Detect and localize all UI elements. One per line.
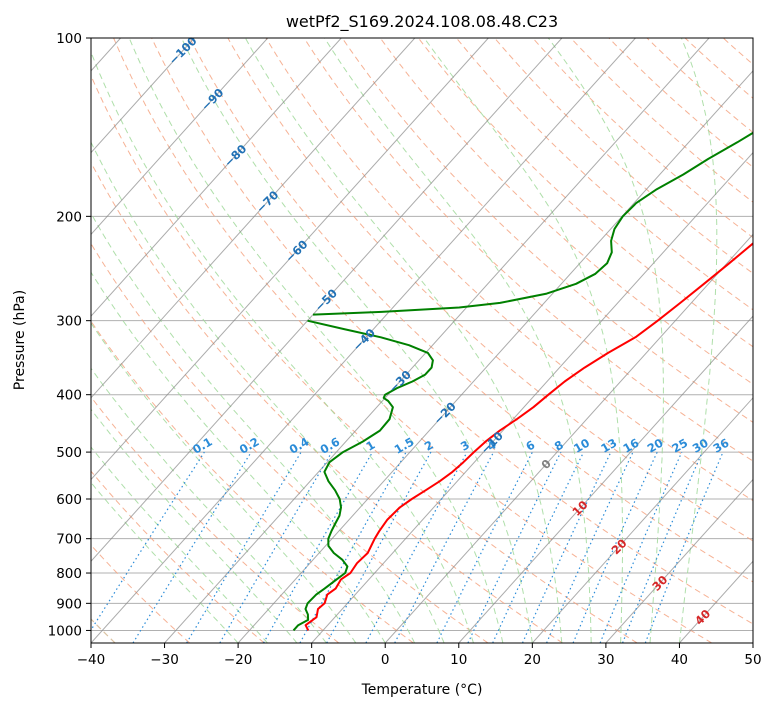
moist-adiabat <box>91 141 445 643</box>
x-tick-label: −20 <box>224 652 253 668</box>
dry-adiabat <box>113 38 713 643</box>
dry-adiabat <box>303 38 753 462</box>
mixing-ratio-line <box>132 451 252 643</box>
mixing-ratio-line <box>219 451 333 643</box>
dry-adiabat <box>227 38 753 542</box>
dry-adiabat <box>91 161 563 643</box>
mixing-ratio-label: 30 <box>690 436 711 456</box>
isotherm-line <box>384 233 753 643</box>
y-tick-label: 500 <box>56 445 82 461</box>
y-tick-label: 800 <box>56 566 82 582</box>
adiabat-layer <box>91 38 753 643</box>
mixing-ratio-label: 20 <box>645 436 666 456</box>
moist-adiabat <box>91 446 268 643</box>
x-tick-label: 30 <box>597 652 614 668</box>
y-tick-label: 1000 <box>48 623 82 639</box>
grid-layer <box>91 38 753 631</box>
isotherm-line <box>91 38 489 481</box>
mixing-ratio-line <box>365 451 468 643</box>
x-tick-label: 50 <box>744 652 761 668</box>
mixing-ratio-line <box>492 451 585 643</box>
isotherm-line <box>91 38 563 563</box>
dry-adiabat <box>151 38 753 625</box>
moist-adiabat <box>91 50 474 643</box>
isotherm-line <box>91 38 342 317</box>
mixing-ratio-line <box>521 451 612 643</box>
moist-adiabat <box>324 38 592 643</box>
x-tick-label: 20 <box>524 652 541 668</box>
moist-adiabat <box>547 38 664 643</box>
isotherm-line <box>605 478 753 643</box>
series-layer <box>292 131 753 632</box>
moist-adiabat <box>91 271 386 643</box>
mixing-ratio-label: 10 <box>571 436 592 456</box>
moist-adiabat <box>244 38 563 643</box>
isotherm-line <box>91 38 636 643</box>
mixing-ratio-label: 16 <box>621 436 642 456</box>
y-tick-label: 700 <box>56 532 82 548</box>
mixing-ratio-label: 13 <box>598 436 619 456</box>
dry-adiabat <box>570 38 753 203</box>
mixing-ratio-line <box>91 451 205 632</box>
x-tick-label: 10 <box>450 652 467 668</box>
y-tick-label: 100 <box>56 31 82 47</box>
moist-adiabat <box>91 408 298 643</box>
dry-adiabat <box>91 396 340 643</box>
x-tick-label: 40 <box>671 652 688 668</box>
y-tick-label: 300 <box>56 314 82 330</box>
dry-adiabat <box>189 38 753 583</box>
mixing-ratio-line <box>186 451 302 643</box>
moist-adiabat <box>423 38 623 643</box>
isotherm-line <box>311 151 753 643</box>
dry-adiabat <box>608 38 753 168</box>
y-tick-label: 900 <box>56 596 82 612</box>
moist-adiabat <box>91 367 327 643</box>
y-tick-label: 600 <box>56 492 82 508</box>
x-tick-label: 0 <box>381 652 390 668</box>
dry-adiabat <box>418 38 753 348</box>
isotherm-line <box>458 315 753 643</box>
tick-layer: −40 −30 −20 −10 0 10 20 30 40 50 100 200 300 400 500 60… <box>48 31 762 668</box>
y-tick-label: 200 <box>56 209 82 225</box>
moist-adiabat <box>678 38 718 643</box>
annotation-layer: 0.1 0.2 0.4 0.6 1 1.5 2 3 4 6 8 10 13 16 20 25 30 36−100−… <box>166 34 731 628</box>
moist-adiabat <box>128 38 504 643</box>
y-axis-label: Pressure (hPa) <box>12 290 28 390</box>
dry-adiabat <box>456 38 753 311</box>
x-axis-label: Temperature (°C) <box>361 682 483 698</box>
mixing-ratio-layer <box>91 451 724 643</box>
moist-adiabat <box>181 38 533 643</box>
moist-adiabat <box>91 481 239 643</box>
isotherm-line <box>91 38 195 154</box>
isotherm-line <box>531 397 753 643</box>
x-tick-label: −30 <box>150 652 179 668</box>
dry-adiabat <box>379 38 753 385</box>
plot-frame <box>90 37 754 644</box>
chart-title: wetPf2_S169.2024.108.08.48.C23 <box>286 12 558 32</box>
isotherm-line <box>91 38 416 399</box>
dry-adiabat <box>91 320 414 643</box>
x-tick-label: −10 <box>297 652 326 668</box>
dry-adiabat <box>341 38 753 423</box>
mixing-ratio-label: 25 <box>669 436 690 456</box>
isotherm-line <box>91 38 269 236</box>
isotherm-line <box>164 38 710 643</box>
temperature-profile-line <box>304 242 753 631</box>
y-tick-label: 400 <box>56 388 82 404</box>
dewpoint-profile-line <box>292 319 434 632</box>
mixing-ratio-label: 36 <box>711 436 732 456</box>
mixing-ratio-line <box>467 451 562 643</box>
mixing-ratio-line <box>326 451 432 643</box>
dewpoint-profile-line <box>312 131 753 316</box>
dry-adiabat <box>91 74 638 643</box>
x-tick-label: −40 <box>77 652 106 668</box>
